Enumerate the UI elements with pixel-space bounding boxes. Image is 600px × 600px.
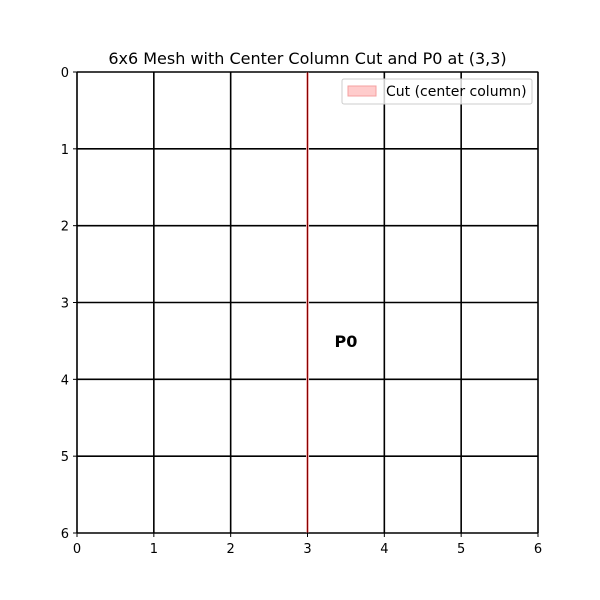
x-tick-label: 2 <box>227 542 235 557</box>
y-tick-label: 5 <box>61 450 69 465</box>
y-tick-label: 2 <box>61 220 69 235</box>
x-tick-label: 3 <box>303 542 311 557</box>
legend: Cut (center column) <box>341 78 533 105</box>
x-tick-label: 0 <box>73 542 81 557</box>
x-axis-ticks: 0 1 2 3 4 5 6 <box>73 533 542 557</box>
legend-swatch-cut <box>347 85 377 97</box>
chart-title: 6x6 Mesh with Center Column Cut and P0 a… <box>108 49 506 68</box>
y-tick-label: 6 <box>61 527 69 542</box>
y-tick-label: 0 <box>61 66 69 81</box>
legend-label-cut: Cut (center column) <box>386 84 527 100</box>
x-tick-label: 6 <box>534 542 542 557</box>
y-tick-label: 3 <box>61 297 69 312</box>
y-tick-label: 1 <box>61 143 69 158</box>
plot-area <box>76 71 539 534</box>
y-axis-ticks: 0 1 2 3 4 5 6 <box>61 66 77 542</box>
x-tick-label: 1 <box>150 542 158 557</box>
y-tick-label: 4 <box>61 373 69 388</box>
legend-box <box>341 78 533 105</box>
annotations: P0 <box>334 332 357 351</box>
annotation-p0: P0 <box>334 332 357 351</box>
x-tick-label: 4 <box>380 542 388 557</box>
x-tick-label: 5 <box>457 542 465 557</box>
cut-region <box>306 72 309 533</box>
